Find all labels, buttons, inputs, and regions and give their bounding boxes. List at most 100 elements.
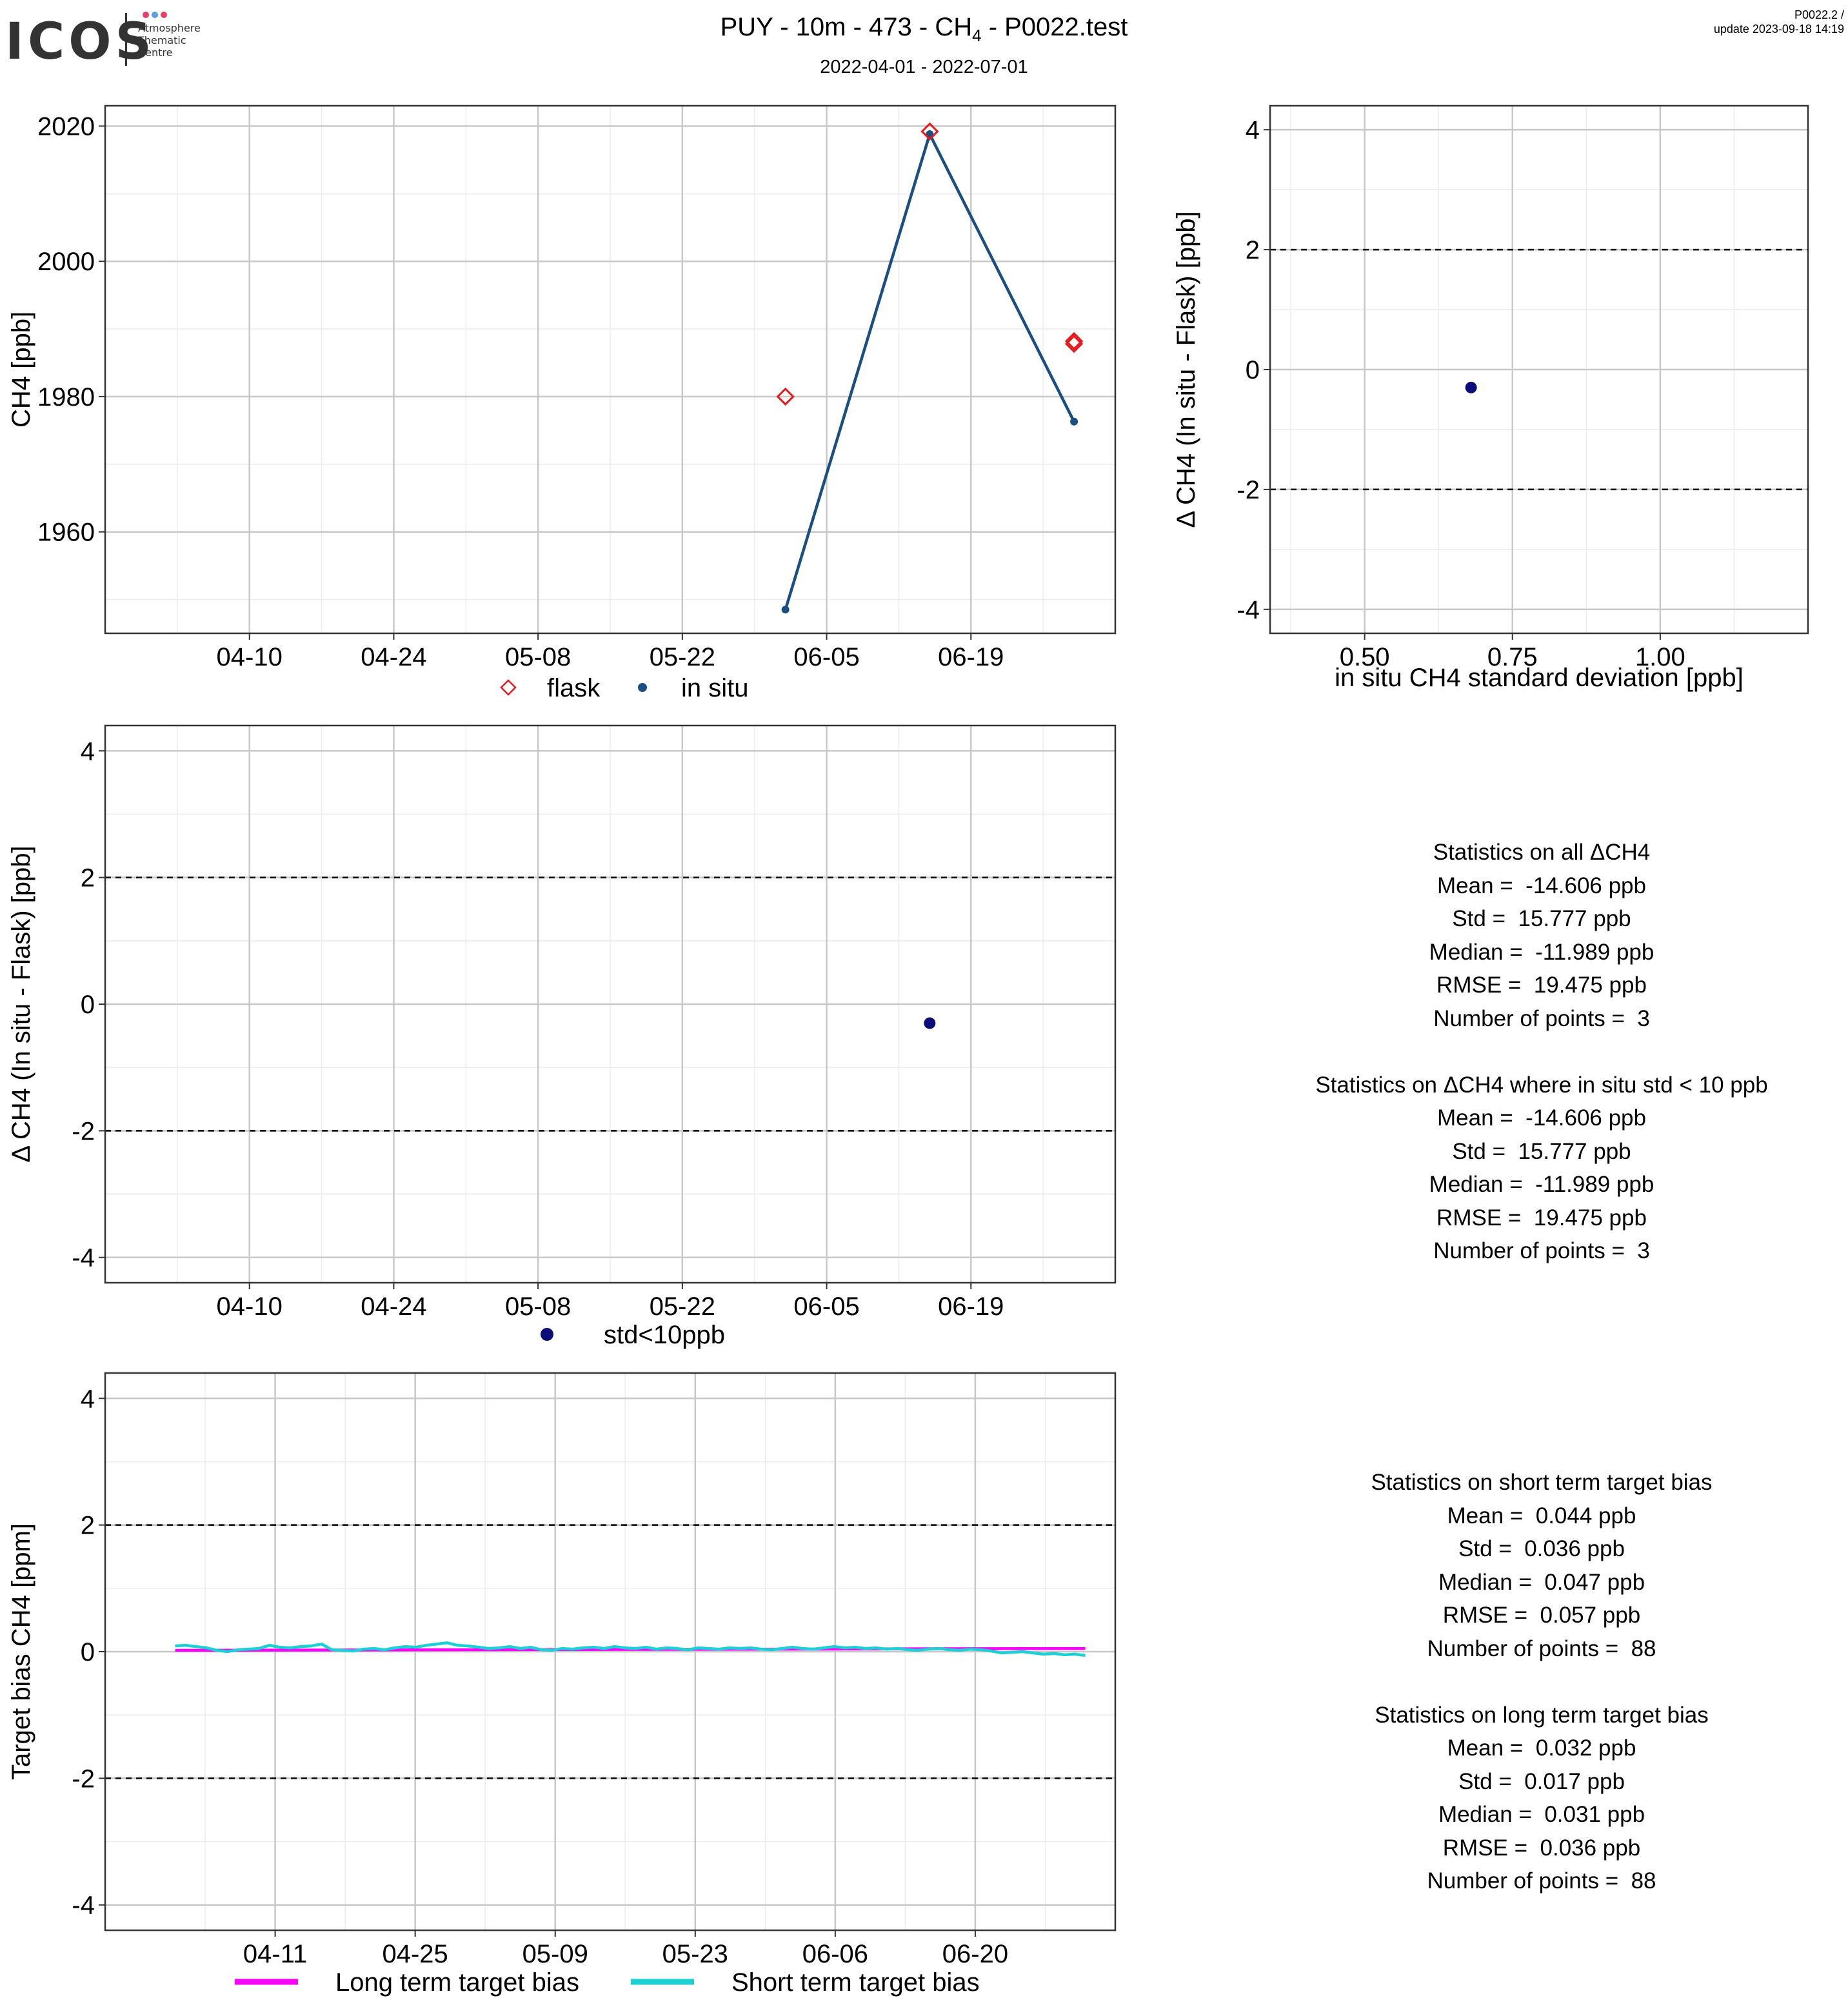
- title-subscript: 4: [972, 26, 982, 45]
- x-tick-label: 06-19: [938, 643, 1004, 671]
- stats-all-rmse: RMSE = 19.475 ppb: [1436, 973, 1647, 998]
- legend-std-marker: [541, 1328, 553, 1341]
- stats-short-title: Statistics on short term target bias: [1371, 1470, 1713, 1495]
- logo-divider: [125, 13, 127, 66]
- x-tick-label: 0.50: [1340, 643, 1390, 671]
- y-tick-label: 2: [81, 864, 95, 893]
- stats-all-mean: Mean = -14.606 ppb: [1437, 873, 1646, 898]
- chart-panel: 04-10 04-24 05-08 05-22 06-05 06-19 1960 1980 20…: [7, 104, 1117, 702]
- x-tick-label: 0.75: [1487, 643, 1538, 671]
- legend-flask-label: flask: [547, 674, 601, 702]
- y-tick-label: 0: [81, 991, 95, 1019]
- stats-short-median: Median = 0.047 ppb: [1438, 1569, 1645, 1595]
- stats-short-rmse: RMSE = 0.057 ppb: [1442, 1603, 1641, 1628]
- plot-border: [104, 724, 1117, 1284]
- stats-spacer: [1264, 1665, 1819, 1699]
- stats-all-median: Median = -11.989 ppb: [1429, 939, 1654, 965]
- legend-short-term-label: Short term target bias: [731, 1968, 980, 1997]
- y-axis-title: CH4 [ppb]: [7, 311, 35, 428]
- x-tick-label: 06-06: [802, 1940, 868, 1968]
- insitu-line: [784, 130, 1076, 610]
- x-tick-label: 05-23: [662, 1940, 728, 1968]
- date-range: 2022-04-01 - 2022-07-01: [820, 57, 1028, 77]
- plot-border: [104, 1372, 1117, 1932]
- target-statistics: Statistics on short term target bias Mea…: [1264, 1466, 1819, 1898]
- plot-border: [1269, 104, 1809, 635]
- x-tick-label: 04-24: [361, 643, 426, 671]
- y-tick-label: -2: [72, 1765, 95, 1793]
- icos-logo: ICOS Atmosphere Thematic Centre: [5, 9, 218, 71]
- flask-point: [776, 387, 795, 406]
- update-timestamp: update 2023-09-18 14:19: [1713, 23, 1844, 35]
- insitu-point: [781, 606, 790, 614]
- y-tick-label: 1960: [37, 519, 95, 547]
- y-axis-title: Δ CH4 (In situ - Flask) [ppb]: [1172, 211, 1200, 528]
- stats-short-std: Std = 0.036 ppb: [1458, 1536, 1625, 1561]
- y-tick-label: 2000: [37, 248, 95, 276]
- chart-panel: 04-11 04-25 05-09 05-23 06-06 06-20 -4 -2 0 2 4 Tar…: [7, 1372, 1117, 1997]
- logo-sub-line: Atmosphere: [138, 22, 201, 34]
- stats-short-mean: Mean = 0.044 ppb: [1447, 1503, 1636, 1528]
- y-tick-label: -2: [72, 1117, 95, 1145]
- x-tick-label: 05-08: [505, 1292, 571, 1321]
- delta-point: [924, 1017, 936, 1029]
- stats-spacer: [1264, 1035, 1819, 1069]
- stats-std-title: Statistics on ΔCH4 where in situ std < 1…: [1315, 1072, 1768, 1098]
- x-tick-label: 06-05: [793, 1292, 859, 1321]
- stats-long-median: Median = 0.031 ppb: [1438, 1802, 1645, 1827]
- y-tick-label: 2: [81, 1512, 95, 1540]
- version-info: P0022.2 / update 2023-09-18 14:19: [1714, 8, 1844, 36]
- legend-insitu-label: in situ: [681, 674, 749, 702]
- y-tick-label: 4: [1246, 116, 1260, 144]
- x-tick-label: 05-22: [650, 1292, 715, 1321]
- stats-all-title: Statistics on all ΔCH4: [1433, 840, 1651, 865]
- stats-long-rmse: RMSE = 0.036 ppb: [1442, 1835, 1641, 1861]
- y-tick-label: -4: [72, 1892, 95, 1920]
- stats-std-median: Median = -11.989 ppb: [1429, 1172, 1654, 1197]
- stats-long-mean: Mean = 0.032 ppb: [1447, 1735, 1636, 1761]
- chart-panel: 04-10 04-24 05-08 05-22 06-05 06-19 -4 -2 0 2 4 Δ C…: [7, 724, 1117, 1349]
- page-title: PUY - 10m - 473 - CH4 - P0022.test: [0, 13, 1848, 46]
- flask-point: [1064, 331, 1084, 351]
- y-tick-label: -2: [1237, 476, 1260, 504]
- stats-std-count: Number of points = 3: [1433, 1238, 1650, 1263]
- y-tick-label: -4: [72, 1244, 95, 1272]
- y-tick-label: 4: [81, 737, 95, 766]
- x-tick-label: 05-08: [505, 643, 571, 671]
- x-axis-title: in situ CH4 standard deviation [ppb]: [1335, 664, 1744, 692]
- y-tick-label: 2: [1246, 236, 1260, 264]
- flask-point: [1064, 335, 1084, 353]
- chart-panel: 0.50 0.75 1.00 -4 -2 0 2 4 Δ CH4 (In situ - Flas…: [1172, 104, 1809, 692]
- x-tick-label: 04-11: [243, 1940, 307, 1968]
- stats-long-std: Std = 0.017 ppb: [1458, 1768, 1625, 1794]
- plot-border: [104, 104, 1117, 635]
- logo-sub-line: Centre: [138, 46, 173, 59]
- stats-all-std: Std = 15.777 ppb: [1452, 906, 1631, 931]
- logo-subtitle: Atmosphere Thematic Centre: [138, 22, 201, 59]
- logo-dots-icon: [143, 12, 167, 18]
- x-tick-label: 1.00: [1635, 643, 1685, 671]
- y-tick-label: -4: [1237, 596, 1260, 624]
- x-tick-label: 06-20: [942, 1940, 1008, 1968]
- legend-insitu-marker: [638, 683, 647, 692]
- legend-std-label: std<10ppb: [604, 1321, 725, 1349]
- x-tick-label: 04-24: [361, 1292, 426, 1321]
- y-tick-label: 0: [1246, 356, 1260, 384]
- delta-statistics: Statistics on all ΔCH4 Mean = -14.606 pp…: [1264, 836, 1819, 1268]
- stats-std-std: Std = 15.777 ppb: [1452, 1138, 1631, 1164]
- stats-long-count: Number of points = 88: [1427, 1868, 1656, 1893]
- y-tick-label: 4: [81, 1385, 95, 1413]
- insitu-point: [1070, 417, 1078, 426]
- x-tick-label: 04-10: [217, 643, 283, 671]
- stats-short-count: Number of points = 88: [1427, 1636, 1656, 1661]
- x-tick-label: 05-09: [522, 1940, 588, 1968]
- stats-std-rmse: RMSE = 19.475 ppb: [1436, 1205, 1647, 1231]
- stats-all-count: Number of points = 3: [1433, 1005, 1650, 1031]
- x-tick-label: 06-05: [793, 643, 859, 671]
- y-tick-label: 2020: [37, 112, 95, 141]
- x-tick-label: 06-19: [938, 1292, 1004, 1321]
- delta-point: [1465, 381, 1477, 393]
- legend-long-term-label: Long term target bias: [335, 1968, 579, 1997]
- title-suffix: - P0022.test: [981, 13, 1128, 41]
